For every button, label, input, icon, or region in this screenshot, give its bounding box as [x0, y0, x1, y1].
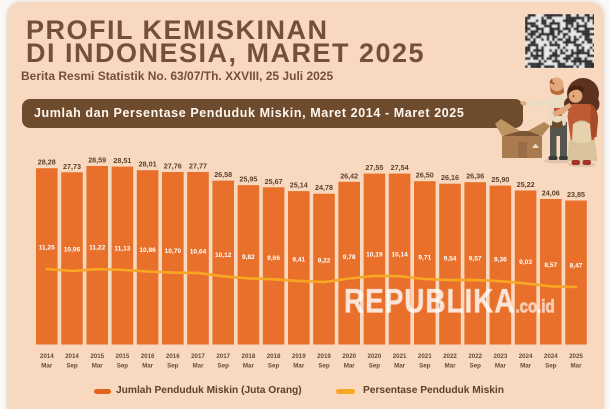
svg-text:9,66: 9,66: [267, 255, 280, 262]
svg-text:Mar: Mar: [394, 363, 406, 370]
svg-text:2020: 2020: [342, 353, 356, 360]
svg-text:2014: 2014: [40, 353, 54, 360]
svg-text:2018: 2018: [242, 353, 256, 360]
svg-text:24,78: 24,78: [315, 183, 333, 192]
svg-text:2023: 2023: [494, 353, 508, 360]
svg-text:26,16: 26,16: [441, 173, 459, 182]
svg-text:9,03: 9,03: [519, 259, 532, 266]
svg-text:10,12: 10,12: [215, 252, 232, 259]
svg-text:Sep: Sep: [66, 363, 78, 370]
svg-text:2024: 2024: [544, 353, 558, 360]
svg-text:Mar: Mar: [520, 363, 532, 370]
svg-text:8,47: 8,47: [570, 263, 583, 270]
svg-text:2019: 2019: [292, 353, 306, 360]
svg-text:2025: 2025: [569, 353, 583, 360]
svg-text:25,67: 25,67: [265, 177, 283, 186]
svg-text:Mar: Mar: [344, 363, 356, 370]
svg-text:28,59: 28,59: [88, 156, 106, 165]
svg-text:2017: 2017: [216, 353, 230, 360]
svg-text:Sep: Sep: [218, 363, 230, 370]
svg-text:Sep: Sep: [419, 363, 431, 370]
svg-text:27,77: 27,77: [189, 162, 207, 171]
svg-text:10,96: 10,96: [64, 246, 81, 253]
svg-text:27,55: 27,55: [365, 163, 383, 172]
svg-text:Mar: Mar: [293, 363, 305, 370]
svg-text:Sep: Sep: [117, 363, 129, 370]
svg-text:Sep: Sep: [268, 363, 280, 370]
svg-text:28,01: 28,01: [139, 160, 157, 169]
svg-text:28,51: 28,51: [113, 156, 131, 165]
svg-text:10,19: 10,19: [366, 251, 383, 258]
svg-text:9,78: 9,78: [343, 254, 356, 261]
svg-text:2016: 2016: [166, 353, 180, 360]
svg-text:Sep: Sep: [318, 363, 330, 370]
svg-text:25,90: 25,90: [491, 175, 509, 184]
svg-text:Mar: Mar: [41, 363, 53, 370]
svg-text:2020: 2020: [368, 353, 382, 360]
svg-text:9,82: 9,82: [242, 254, 255, 261]
svg-text:11,25: 11,25: [39, 245, 55, 252]
svg-text:2015: 2015: [90, 353, 104, 360]
svg-text:10,14: 10,14: [391, 252, 408, 259]
svg-text:27,54: 27,54: [391, 163, 409, 172]
svg-text:Mar: Mar: [444, 363, 456, 370]
svg-text:28,28: 28,28: [38, 158, 56, 167]
svg-text:2016: 2016: [141, 353, 155, 360]
svg-text:2022: 2022: [443, 353, 457, 360]
svg-text:27,73: 27,73: [63, 162, 81, 171]
svg-text:2024: 2024: [519, 353, 533, 360]
svg-text:26,58: 26,58: [214, 170, 232, 179]
svg-text:10,64: 10,64: [190, 248, 207, 255]
svg-text:9,57: 9,57: [469, 255, 482, 262]
svg-text:Mar: Mar: [92, 363, 104, 370]
svg-text:Sep: Sep: [470, 363, 482, 370]
svg-text:11,22: 11,22: [89, 245, 105, 252]
svg-text:26,42: 26,42: [340, 171, 358, 180]
svg-text:2017: 2017: [191, 353, 205, 360]
svg-text:9,22: 9,22: [318, 258, 331, 265]
svg-text:26,36: 26,36: [466, 172, 484, 181]
svg-text:Mar: Mar: [142, 363, 154, 370]
svg-text:27,76: 27,76: [164, 162, 182, 171]
svg-text:Mar: Mar: [243, 363, 255, 370]
svg-text:2019: 2019: [317, 353, 331, 360]
svg-text:2022: 2022: [468, 353, 482, 360]
svg-text:11,13: 11,13: [114, 245, 130, 252]
svg-text:25,22: 25,22: [517, 180, 535, 189]
svg-text:2018: 2018: [267, 353, 281, 360]
svg-text:10,86: 10,86: [139, 247, 156, 254]
svg-text:Sep: Sep: [545, 363, 557, 370]
svg-text:Mar: Mar: [570, 363, 582, 370]
svg-text:2021: 2021: [418, 353, 432, 360]
svg-text:23,85: 23,85: [567, 190, 585, 199]
svg-text:25,95: 25,95: [239, 175, 257, 184]
svg-text:9,36: 9,36: [494, 257, 507, 264]
svg-text:Sep: Sep: [369, 363, 381, 370]
svg-text:Mar: Mar: [495, 363, 507, 370]
svg-text:8,57: 8,57: [544, 262, 557, 269]
svg-text:9,71: 9,71: [418, 255, 431, 262]
svg-text:Sep: Sep: [167, 363, 179, 370]
svg-text:Mar: Mar: [192, 363, 204, 370]
svg-text:9,54: 9,54: [444, 256, 457, 263]
svg-text:24,06: 24,06: [542, 189, 560, 198]
svg-text:2021: 2021: [393, 353, 407, 360]
svg-text:25,14: 25,14: [290, 181, 308, 190]
svg-text:9,41: 9,41: [292, 256, 305, 263]
svg-text:10,70: 10,70: [165, 248, 182, 255]
svg-text:2014: 2014: [65, 353, 79, 360]
svg-text:2015: 2015: [116, 353, 130, 360]
svg-text:26,50: 26,50: [416, 171, 434, 180]
